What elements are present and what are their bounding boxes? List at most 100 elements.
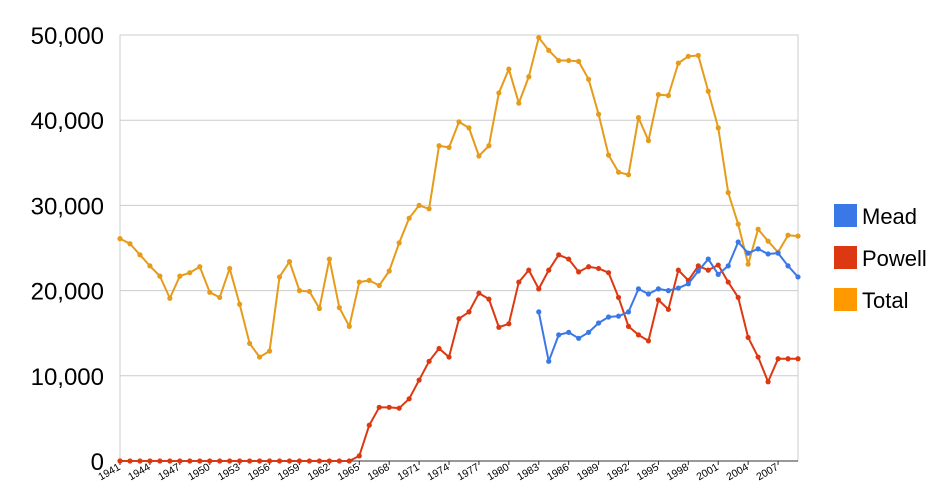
data-point	[735, 221, 741, 227]
x-tick-label: 1974	[425, 461, 451, 483]
data-point	[586, 329, 592, 335]
data-point	[695, 263, 701, 269]
series-mead	[536, 239, 801, 364]
data-point	[326, 256, 332, 262]
x-tick-label: 1956	[246, 461, 272, 483]
data-point	[755, 226, 761, 232]
data-point	[685, 53, 691, 59]
data-point	[276, 458, 283, 464]
legend: Mead Powell Total	[834, 204, 927, 313]
data-point	[227, 458, 233, 464]
data-point	[785, 356, 791, 362]
data-point	[715, 125, 721, 131]
data-point	[625, 172, 632, 178]
data-point	[745, 334, 751, 341]
data-point	[625, 323, 632, 329]
y-tick-label: 30,000	[31, 193, 104, 220]
data-point	[625, 309, 632, 315]
data-point	[177, 458, 183, 464]
data-point	[137, 458, 143, 464]
data-point	[356, 453, 362, 459]
y-tick-label: 0	[91, 449, 104, 476]
data-point	[446, 144, 452, 151]
data-point	[516, 100, 522, 106]
series-layer	[117, 34, 801, 464]
data-point	[266, 458, 273, 464]
data-point	[576, 335, 582, 341]
legend-label: Mead	[862, 204, 917, 229]
data-point	[316, 458, 323, 464]
data-point	[536, 309, 542, 315]
data-point	[326, 458, 332, 464]
data-point	[576, 58, 582, 65]
data-point	[187, 270, 193, 276]
data-point	[296, 458, 303, 464]
x-tick-label: 1968	[365, 461, 391, 483]
data-point	[536, 286, 542, 292]
data-point	[725, 279, 731, 285]
data-point	[566, 256, 572, 262]
data-point	[685, 281, 691, 287]
data-point	[655, 297, 662, 303]
x-tick-label: 1995	[635, 461, 661, 483]
data-point	[546, 267, 552, 273]
data-point	[735, 294, 741, 301]
data-point	[446, 354, 452, 360]
data-point	[645, 291, 652, 297]
data-point	[605, 270, 612, 276]
data-point	[426, 206, 432, 212]
data-point	[456, 119, 462, 125]
data-point	[615, 169, 622, 175]
data-point	[336, 305, 342, 311]
data-point	[605, 152, 612, 158]
data-point	[506, 66, 512, 72]
data-point	[416, 202, 422, 208]
data-point	[336, 458, 342, 464]
data-point	[795, 356, 801, 362]
data-point	[556, 252, 562, 258]
data-point	[566, 57, 572, 64]
data-point	[765, 251, 771, 257]
data-point	[466, 125, 472, 131]
data-point	[426, 358, 432, 364]
data-point	[247, 458, 253, 464]
data-point	[526, 74, 532, 80]
x-tick-label: 1983	[515, 461, 541, 483]
y-tick-label: 20,000	[31, 279, 104, 306]
data-point	[755, 246, 761, 252]
data-point	[695, 268, 701, 274]
data-point	[286, 259, 293, 265]
data-point	[366, 422, 372, 428]
data-point	[117, 236, 123, 242]
data-point	[546, 47, 552, 53]
data-point	[157, 458, 163, 464]
series-total	[117, 34, 801, 360]
data-point	[476, 290, 482, 296]
data-point	[735, 239, 741, 245]
data-point	[217, 294, 223, 301]
data-point	[755, 354, 761, 360]
data-point	[197, 264, 203, 270]
data-point	[655, 286, 662, 292]
data-point	[187, 458, 193, 464]
data-point	[356, 279, 362, 285]
data-point	[675, 267, 681, 273]
data-point	[576, 269, 582, 275]
x-tick-label: 1992	[605, 461, 631, 483]
x-tick-label: 1965	[336, 461, 362, 483]
data-point	[785, 232, 791, 238]
data-point	[396, 240, 402, 246]
x-tick-label: 1971	[395, 461, 421, 483]
data-point	[595, 320, 602, 326]
data-point	[546, 358, 552, 364]
data-point	[526, 267, 532, 273]
data-point	[705, 256, 711, 262]
x-tick-label: 1959	[276, 461, 302, 483]
data-point	[665, 288, 671, 294]
data-point	[675, 60, 681, 66]
data-point	[665, 92, 671, 99]
data-point	[665, 306, 671, 312]
data-point	[376, 282, 382, 289]
data-point	[396, 405, 402, 411]
data-point	[306, 288, 313, 295]
